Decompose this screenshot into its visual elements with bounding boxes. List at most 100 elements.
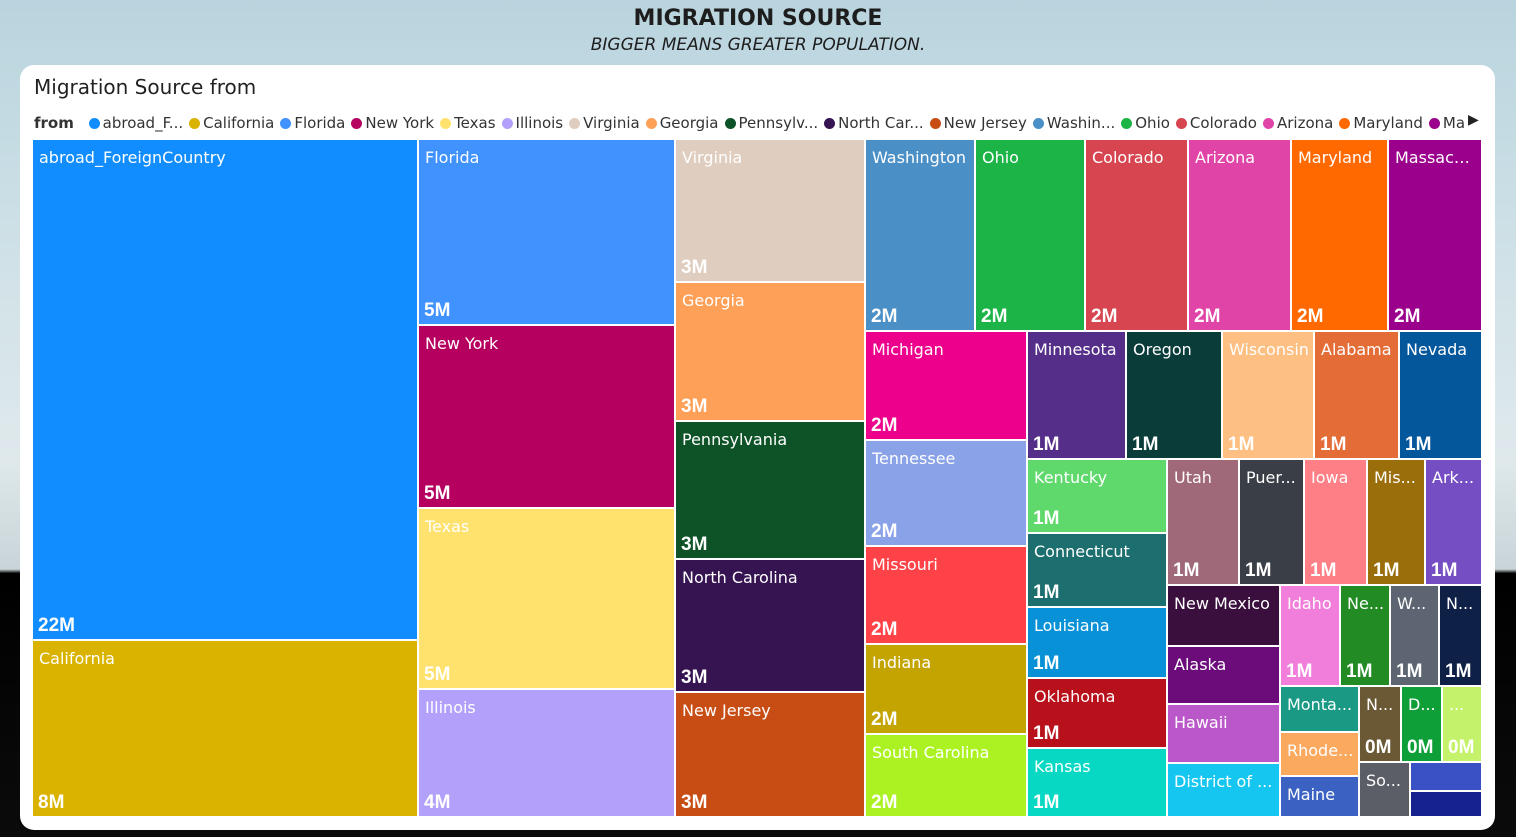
tile-label: N... [1446, 594, 1474, 613]
treemap-tile[interactable]: So... [1360, 763, 1411, 818]
tile-value: 1M [1033, 508, 1060, 529]
treemap-tile[interactable]: Washington 2M [866, 140, 976, 332]
tile-label: Wisconsin [1229, 340, 1309, 359]
legend-item[interactable]: Georgia [645, 114, 719, 132]
treemap-tile[interactable]: Oregon 1M [1127, 332, 1223, 460]
chart-title: Migration Source from [34, 75, 257, 99]
treemap-tile[interactable]: Idaho 1M [1281, 586, 1341, 687]
legend-item[interactable]: New York [351, 114, 434, 132]
legend-item-label: Florida [294, 114, 346, 132]
legend-item-label: Virginia [583, 114, 640, 132]
treemap-tile[interactable]: Alaska [1168, 647, 1281, 705]
treemap-tile[interactable]: Arizona 2M [1189, 140, 1292, 332]
treemap-tile[interactable]: Indiana 2M [866, 645, 1028, 735]
treemap-tile[interactable]: N... 0M [1360, 687, 1402, 763]
tile-value: 1M [1173, 560, 1200, 581]
treemap-tile[interactable]: Louisiana 1M [1028, 608, 1168, 679]
legend-item[interactable]: Pennsylv... [724, 114, 818, 132]
treemap-tile[interactable]: Ark... 1M [1426, 460, 1483, 586]
tile-label: Illinois [425, 698, 476, 717]
treemap-tile[interactable]: Pennsylvania 3M [676, 422, 866, 560]
legend-item-label: North Car... [838, 114, 924, 132]
tile-label: Kentucky [1034, 468, 1108, 487]
treemap-tile[interactable]: Tennessee 2M [866, 441, 1028, 547]
treemap-tile[interactable]: Nevada 1M [1400, 332, 1483, 460]
treemap-tile[interactable]: Massach... 2M [1389, 140, 1483, 332]
treemap-tile[interactable]: Texas 5M [419, 509, 676, 690]
legend-item-label: Washin... [1046, 114, 1116, 132]
treemap-tile[interactable]: Maryland 2M [1292, 140, 1389, 332]
treemap-tile[interactable] [1411, 792, 1483, 818]
treemap-tile[interactable]: District of ... [1168, 764, 1281, 818]
treemap-tile[interactable]: Iowa 1M [1305, 460, 1368, 586]
treemap-tile[interactable]: D... 0M [1402, 687, 1443, 763]
legend-next-arrow-icon[interactable]: ▶ [1468, 112, 1479, 128]
legend-item[interactable]: New Jersey [929, 114, 1027, 132]
treemap-tile[interactable]: Utah 1M [1168, 460, 1240, 586]
legend-item[interactable]: Massac... [1428, 114, 1464, 132]
treemap-tile[interactable]: New Mexico [1168, 586, 1281, 647]
legend-item-label: California [203, 114, 275, 132]
legend-item[interactable]: Arizona [1262, 114, 1333, 132]
treemap-tile[interactable]: W... 1M [1391, 586, 1440, 687]
treemap-tile[interactable]: Florida 5M [419, 140, 676, 326]
treemap-tile[interactable]: California 8M [33, 641, 419, 818]
treemap-tile[interactable]: Minnesota 1M [1028, 332, 1127, 460]
legend-item[interactable]: Colorado [1175, 114, 1257, 132]
treemap-tile[interactable]: Missouri 2M [866, 547, 1028, 645]
treemap-tile[interactable]: Georgia 3M [676, 283, 866, 422]
treemap-tile[interactable]: abroad_ForeignCountry 22M [33, 140, 419, 641]
treemap-tile[interactable]: Wisconsin 1M [1223, 332, 1315, 460]
legend-item[interactable]: Illinois [501, 114, 563, 132]
treemap-tile[interactable]: Kentucky 1M [1028, 460, 1168, 534]
treemap-tile[interactable]: Michigan 2M [866, 332, 1028, 441]
treemap-tile[interactable]: Rhode... [1281, 733, 1360, 777]
tile-value: 8M [38, 792, 65, 813]
treemap-tile[interactable]: Connecticut 1M [1028, 534, 1168, 608]
tile-value: 1M [1286, 661, 1313, 682]
treemap-tile[interactable]: Puer... 1M [1240, 460, 1305, 586]
tile-label: Utah [1174, 468, 1212, 487]
treemap-tile[interactable]: Ne... 1M [1341, 586, 1391, 687]
treemap-tile[interactable]: North Carolina 3M [676, 560, 866, 693]
tile-label: Virginia [682, 148, 743, 167]
treemap-tile[interactable]: Oklahoma 1M [1028, 679, 1168, 749]
legend-dot-icon [1339, 118, 1351, 129]
treemap-tile[interactable]: South Carolina 2M [866, 735, 1028, 818]
tile-label: Mis... [1374, 468, 1416, 487]
legend-item[interactable]: Washin... [1032, 114, 1116, 132]
tile-label: Oklahoma [1034, 687, 1116, 706]
tile-label: Idaho [1287, 594, 1332, 613]
treemap-tile[interactable]: Virginia 3M [676, 140, 866, 283]
legend-item[interactable]: California [189, 114, 274, 132]
legend-item-label: Massac... [1442, 114, 1464, 132]
treemap-tile[interactable]: Ohio 2M [976, 140, 1086, 332]
legend-item[interactable]: Maryland [1339, 114, 1423, 132]
tile-label: New Jersey [682, 701, 771, 720]
legend-item[interactable]: Florida [280, 114, 345, 132]
legend-item[interactable]: Ohio [1121, 114, 1170, 132]
legend-item[interactable]: Texas [440, 114, 496, 132]
tile-label: Maine [1287, 785, 1336, 804]
treemap-tile[interactable]: ... 0M [1443, 687, 1483, 763]
treemap-tile[interactable]: Colorado 2M [1086, 140, 1189, 332]
treemap-tile[interactable]: Illinois 4M [419, 690, 676, 818]
treemap-tile[interactable]: Kansas 1M [1028, 749, 1168, 818]
tile-value: 3M [681, 257, 708, 278]
tile-value: 1M [1396, 661, 1423, 682]
tile-label: Washington [872, 148, 967, 167]
tile-label: So... [1366, 771, 1401, 790]
treemap-tile[interactable]: New York 5M [419, 326, 676, 509]
legend-item[interactable]: abroad_F... [88, 114, 183, 132]
treemap-tile[interactable]: New Jersey 3M [676, 693, 866, 818]
treemap-tile[interactable] [1411, 763, 1483, 792]
treemap-tile[interactable]: Mis... 1M [1368, 460, 1426, 586]
treemap-tile[interactable]: Maine [1281, 777, 1360, 818]
treemap-tile[interactable]: Alabama 1M [1315, 332, 1400, 460]
legend-item[interactable]: North Car... [824, 114, 924, 132]
treemap-tile[interactable]: N... 1M [1440, 586, 1483, 687]
treemap-tile[interactable]: Monta... [1281, 687, 1360, 733]
tile-value: 1M [1245, 560, 1272, 581]
treemap-tile[interactable]: Hawaii [1168, 705, 1281, 764]
legend-item[interactable]: Virginia [569, 114, 640, 132]
